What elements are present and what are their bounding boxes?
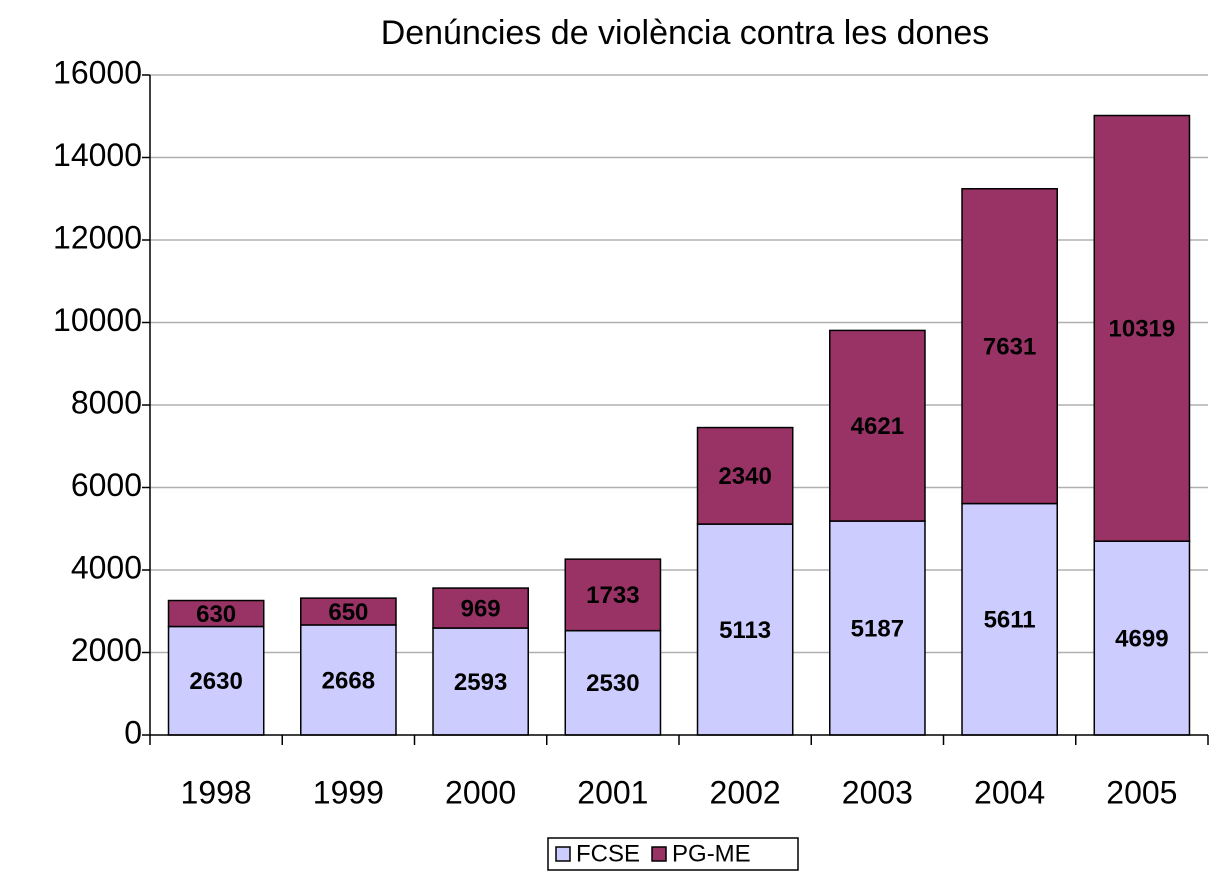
data-label: 5113	[719, 617, 771, 644]
y-tick-label: 4000	[71, 549, 142, 585]
chart-title: Denúncies de violència contra les dones	[381, 14, 990, 52]
x-tick-label: 2001	[577, 774, 648, 810]
data-label: 5187	[851, 615, 904, 642]
data-label: 2340	[718, 463, 771, 490]
y-tick-label: 14000	[53, 137, 142, 173]
legend-label: FCSE	[576, 840, 640, 867]
bar-segment	[432, 587, 529, 629]
bar-segment	[829, 520, 926, 736]
x-tick-label: 2000	[445, 774, 516, 810]
data-label: 4699	[1115, 625, 1168, 652]
x-tick-label: 2002	[710, 774, 781, 810]
y-tick-label: 2000	[71, 632, 142, 668]
data-label: 2593	[454, 669, 507, 696]
bar-segment	[696, 426, 794, 525]
x-tick-label: 1998	[181, 774, 252, 810]
bar-segment	[696, 523, 794, 736]
data-label: 7631	[983, 334, 1036, 361]
bar-segment	[564, 629, 662, 736]
data-label: 10319	[1109, 316, 1176, 343]
data-label: 1733	[586, 582, 639, 609]
bar-segment	[432, 627, 529, 736]
data-label: 2530	[586, 670, 639, 697]
x-tick-label: 2005	[1106, 774, 1177, 810]
data-label: 630	[196, 601, 236, 628]
data-label: 650	[328, 599, 368, 626]
data-label: 5611	[984, 607, 1036, 634]
x-tick-label: 2004	[974, 774, 1045, 810]
data-label: 969	[461, 595, 501, 622]
x-tick-label: 2003	[842, 774, 913, 810]
bar-segment	[961, 188, 1058, 505]
y-tick-label: 6000	[71, 467, 142, 503]
bar-segment	[1093, 540, 1191, 736]
legend-label: PG-ME	[672, 840, 751, 867]
legend-box	[547, 837, 799, 871]
bar-segment	[829, 329, 926, 522]
bar-segment	[1093, 114, 1191, 542]
y-tick-label: 8000	[71, 384, 142, 420]
x-tick-label: 1999	[313, 774, 384, 810]
legend-swatch	[651, 846, 667, 862]
y-tick-label: 0	[124, 714, 142, 750]
y-tick-label: 12000	[53, 219, 142, 255]
data-label: 2630	[189, 668, 242, 695]
y-tick-label: 16000	[53, 54, 142, 90]
y-tick-label: 10000	[53, 302, 142, 338]
bar-segment	[961, 502, 1058, 736]
legend-swatch	[555, 846, 571, 862]
data-label: 2668	[322, 667, 375, 694]
bar-segment	[167, 599, 265, 628]
bar-segment	[564, 558, 662, 632]
bar-segment	[300, 597, 397, 626]
data-label: 4621	[851, 413, 904, 440]
